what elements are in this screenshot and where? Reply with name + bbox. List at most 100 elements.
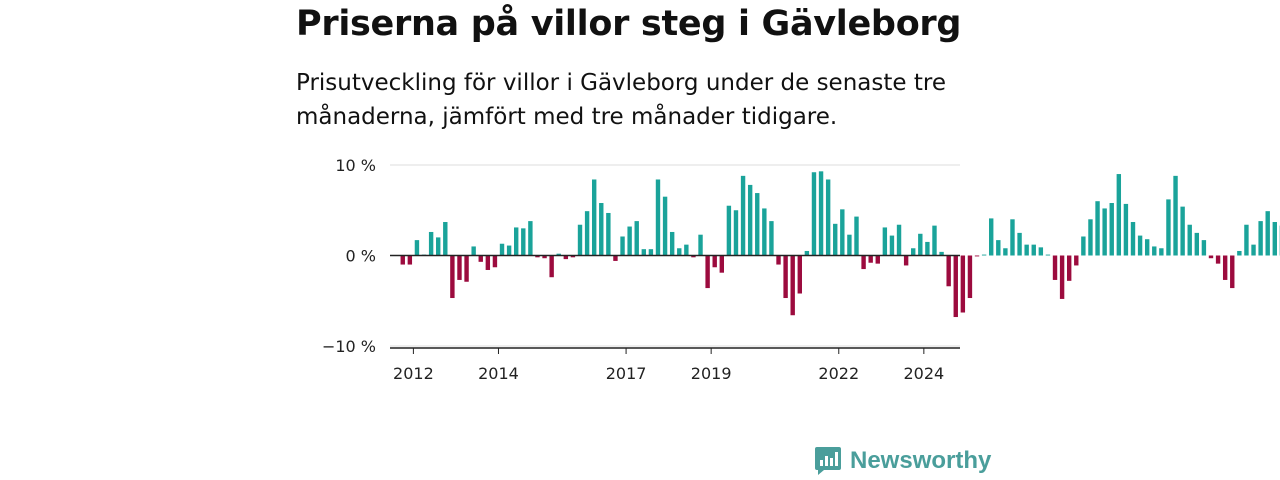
bar	[655, 179, 661, 256]
bar	[946, 255, 951, 287]
bar	[1109, 203, 1114, 256]
bar	[414, 240, 420, 256]
bar	[563, 255, 569, 260]
bar	[911, 248, 916, 256]
bar	[1102, 208, 1107, 256]
chart-title: Priserna på villor steg i Gävleborg	[296, 4, 962, 44]
bar	[549, 255, 554, 278]
bar	[925, 241, 930, 256]
bar	[606, 212, 611, 256]
bar	[918, 233, 923, 256]
bar	[769, 221, 774, 256]
bar	[506, 245, 512, 256]
bar	[740, 175, 746, 256]
bar	[1215, 255, 1221, 264]
bar	[1095, 201, 1100, 256]
bar	[953, 255, 958, 318]
x-tick-label: 2014	[478, 364, 519, 383]
bar	[698, 234, 703, 256]
bar	[1230, 255, 1235, 289]
bar	[492, 255, 498, 268]
bar	[457, 255, 462, 280]
bar	[1031, 244, 1036, 256]
bar	[691, 255, 696, 258]
y-tick-label: −10 %	[322, 337, 376, 356]
bar	[1258, 221, 1263, 256]
bar	[811, 172, 817, 256]
bar	[436, 237, 441, 256]
bar	[584, 211, 590, 256]
bar	[1123, 203, 1129, 256]
bar	[719, 255, 724, 273]
bar	[981, 254, 987, 256]
bar	[974, 255, 980, 257]
bar	[620, 236, 625, 256]
bar	[783, 255, 788, 299]
bar	[677, 248, 682, 256]
y-tick-label: 10 %	[335, 156, 376, 175]
bar	[528, 221, 533, 256]
bar	[556, 253, 561, 256]
bar	[450, 255, 455, 299]
bar	[854, 216, 859, 256]
bar	[996, 240, 1001, 256]
bar	[1222, 255, 1228, 280]
y-tick-label: 0 %	[346, 247, 376, 266]
bar	[428, 231, 434, 256]
x-tick-label: 2022	[818, 364, 859, 383]
bar	[932, 225, 937, 256]
bar	[535, 255, 540, 258]
bar	[1059, 255, 1065, 299]
newsworthy-logo-icon	[815, 447, 841, 475]
bar	[1237, 250, 1242, 256]
bar	[804, 250, 810, 256]
bar	[669, 231, 675, 256]
bar	[833, 223, 838, 256]
bar	[1208, 255, 1214, 259]
bar	[840, 209, 845, 256]
bar	[599, 203, 604, 256]
bar	[1244, 224, 1249, 256]
bar	[1159, 248, 1164, 256]
bar	[726, 205, 732, 256]
bar	[641, 249, 647, 256]
bar	[1173, 175, 1178, 256]
brand[interactable]: Newsworthy	[814, 446, 991, 476]
bar	[755, 193, 760, 256]
bar	[471, 246, 476, 256]
chart-subtitle: Prisutveckling för villor i Gävleborg un…	[296, 70, 946, 130]
bar	[591, 179, 597, 256]
bar	[1201, 240, 1207, 256]
bar	[684, 244, 689, 256]
bar	[818, 171, 824, 256]
bar	[1187, 224, 1192, 256]
bar	[1052, 255, 1058, 280]
bar	[1074, 255, 1079, 266]
bar	[613, 255, 618, 261]
bar	[889, 235, 895, 256]
bar	[733, 210, 739, 256]
bar	[1166, 199, 1171, 256]
bar	[1017, 232, 1022, 256]
bar	[400, 255, 405, 265]
bar	[1081, 236, 1086, 256]
x-tick-label: 2012	[393, 364, 434, 383]
bar	[1010, 219, 1015, 256]
bar	[478, 255, 483, 262]
bar	[407, 255, 413, 265]
bar	[861, 255, 866, 270]
bar	[960, 255, 966, 313]
bar	[570, 255, 576, 258]
bar	[797, 255, 802, 294]
bar	[1144, 239, 1150, 256]
bar	[464, 255, 469, 282]
bar	[1251, 244, 1256, 256]
bar	[499, 243, 505, 256]
bar	[1066, 255, 1072, 281]
bar	[521, 228, 526, 256]
bar	[1272, 222, 1277, 256]
x-tick-label: 2019	[691, 364, 732, 383]
bar	[634, 221, 639, 256]
